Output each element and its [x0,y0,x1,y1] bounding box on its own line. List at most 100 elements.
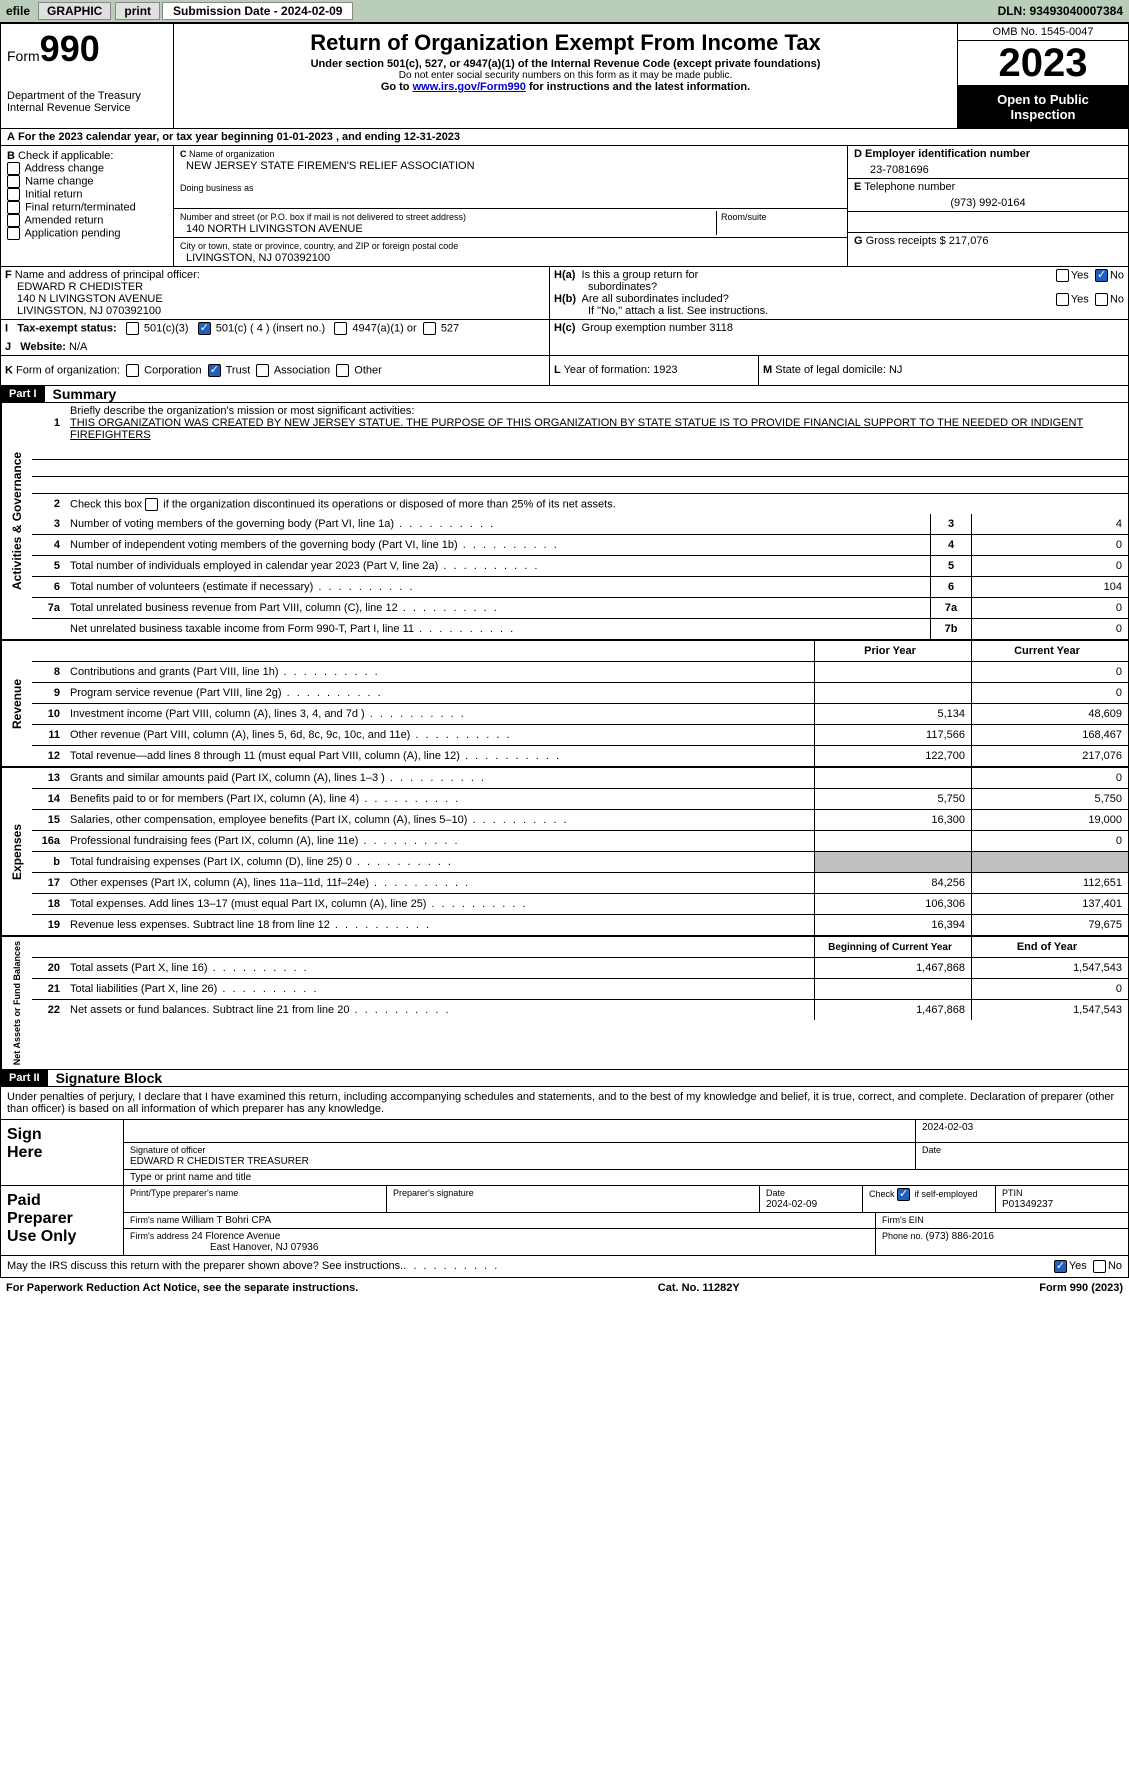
hb-no-checkbox[interactable] [1095,293,1108,306]
section-c-letter: C [180,149,187,159]
sign-date: 2024-02-03 [916,1120,1128,1142]
firm-addr2: East Hanover, NJ 07936 [130,1242,318,1253]
graphic-button[interactable]: GRAPHIC [38,2,111,20]
form-org-label: Form of organization: [16,364,120,376]
application-pending-checkbox[interactable] [7,227,20,240]
sign-date-label: Date [922,1145,941,1155]
4947-checkbox[interactable] [334,322,347,335]
ha-no-checkbox[interactable] [1095,269,1108,282]
summary-line: 11Other revenue (Part VIII, column (A), … [32,725,1128,746]
section-b-letter: B [7,150,15,162]
phone-value: (973) 992-0164 [854,193,1122,209]
tax-year: 2023 [958,41,1128,86]
begin-year-header: Beginning of Current Year [814,937,971,957]
tax-status-label: Tax-exempt status: [17,322,116,334]
firm-name-label: Firm's name [130,1215,182,1225]
discuss-yes-checkbox[interactable] [1054,1260,1067,1273]
print-button[interactable]: print [115,2,160,20]
ein-label: Employer identification number [865,148,1030,160]
prior-value: 117,566 [814,725,971,745]
netassets-vlabel: Net Assets or Fund Balances [1,937,32,1069]
501c3-checkbox[interactable] [126,322,139,335]
sign-label-1: Sign [7,1126,42,1144]
submission-date: Submission Date - 2024-02-09 [162,2,353,20]
officer-name: EDWARD R CHEDISTER [5,281,143,293]
section-c: C Name of organization NEW JERSEY STATE … [174,146,848,266]
corporation-checkbox[interactable] [126,364,139,377]
4947-label: 4947(a)(1) or [352,322,416,334]
name-change-checkbox[interactable] [7,175,20,188]
ha-yes-label: Yes [1071,269,1089,281]
line-text: Contributions and grants (Part VIII, lin… [66,664,814,680]
address-change-checkbox[interactable] [7,162,20,175]
line-text: Grants and similar amounts paid (Part IX… [66,770,814,786]
527-checkbox[interactable] [423,322,436,335]
line6-text: Total number of volunteers (estimate if … [66,579,930,595]
association-label: Association [274,364,330,376]
mission-line [32,477,1128,494]
current-value: 48,609 [971,704,1128,724]
association-checkbox[interactable] [256,364,269,377]
line-text: Revenue less expenses. Subtract line 18 … [66,917,814,933]
line-text: Total assets (Part X, line 16) [66,960,814,976]
hb-yes-checkbox[interactable] [1056,293,1069,306]
line-text: Benefits paid to or for members (Part IX… [66,791,814,807]
dba-value [180,194,186,206]
self-employed-checkbox[interactable] [897,1188,910,1201]
paid-label: Paid [7,1192,41,1210]
line7a-text: Total unrelated business revenue from Pa… [66,600,930,616]
ha-yes-checkbox[interactable] [1056,269,1069,282]
omb-number: OMB No. 1545-0047 [958,24,1128,41]
summary-line: 8Contributions and grants (Part VIII, li… [32,662,1128,683]
gross-receipts-value: 217,076 [949,235,989,247]
application-pending-label: Application pending [24,227,120,239]
line-text: Program service revenue (Part VIII, line… [66,685,814,701]
hb-no-label: No [1110,293,1124,305]
officer-city: LIVINGSTON, NJ 070392100 [5,305,161,317]
prior-year-header: Prior Year [814,641,971,661]
line-text: Total fundraising expenses (Part IX, col… [66,854,814,870]
current-value: 137,401 [971,894,1128,914]
line-text: Other expenses (Part IX, column (A), lin… [66,875,814,891]
other-checkbox[interactable] [336,364,349,377]
trust-checkbox[interactable] [208,364,221,377]
discuss-no-checkbox[interactable] [1093,1260,1106,1273]
discontinued-checkbox[interactable] [145,498,158,511]
firm-ein-label: Firm's EIN [882,1215,924,1225]
prior-value [814,768,971,788]
firm-addr1: 24 Florence Avenue [192,1231,281,1242]
preparer-label: Preparer [7,1210,73,1228]
firm-phone-label: Phone no. [882,1231,926,1241]
mission-text: THIS ORGANIZATION WAS CREATED BY NEW JER… [70,417,1083,441]
line4-text: Number of independent voting members of … [66,537,930,553]
amended-return-checkbox[interactable] [7,214,20,227]
501c-checkbox[interactable] [198,322,211,335]
line4-value: 0 [971,535,1128,555]
form-title: Return of Organization Exempt From Incom… [180,30,951,56]
line-text: Total expenses. Add lines 13–17 (must eq… [66,896,814,912]
summary-line: 18Total expenses. Add lines 13–17 (must … [32,894,1128,915]
domicile-label: State of legal domicile: [775,364,889,376]
part-1-title: Summary [45,386,117,402]
ha-no-label: No [1110,269,1124,281]
footer-center: Cat. No. 11282Y [658,1282,740,1294]
section-a: A For the 2023 calendar year, or tax yea… [0,129,1129,146]
formation-label: Year of formation: [564,364,653,376]
prior-value [814,831,971,851]
section-b-label: Check if applicable: [18,150,113,162]
prior-value: 106,306 [814,894,971,914]
current-value: 1,547,543 [971,1000,1128,1020]
sign-label-2: Here [7,1144,43,1162]
corporation-label: Corporation [144,364,201,376]
main-info-block: B Check if applicable: Address change Na… [0,146,1129,267]
ha-label: Is this a group return for [582,269,699,281]
initial-return-checkbox[interactable] [7,188,20,201]
prior-value: 84,256 [814,873,971,893]
efile-label: efile [0,4,36,18]
line5-text: Total number of individuals employed in … [66,558,930,574]
final-return-checkbox[interactable] [7,201,20,214]
form-header: Form990 Department of the Treasury Inter… [0,23,1129,129]
summary-line: 12Total revenue—add lines 8 through 11 (… [32,746,1128,766]
part-2-header: Part II Signature Block [0,1070,1129,1087]
irs-link[interactable]: www.irs.gov/Form990 [413,81,526,93]
